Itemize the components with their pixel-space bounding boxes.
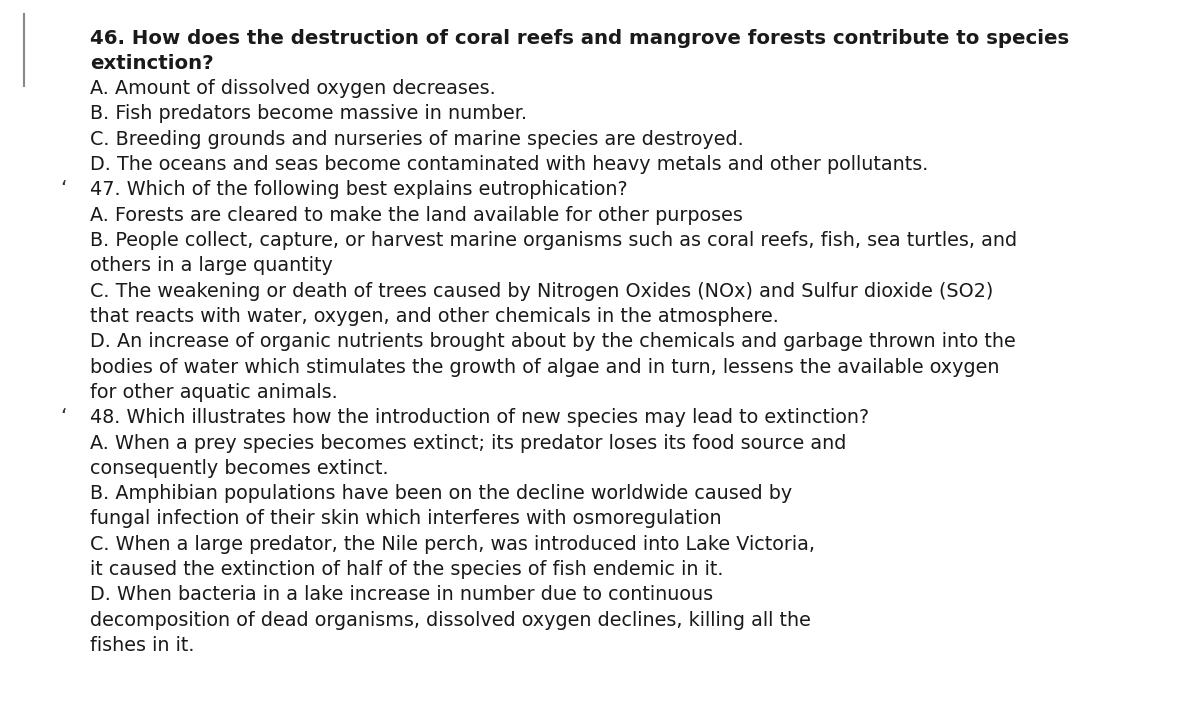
Text: B. People collect, capture, or harvest marine organisms such as coral reefs, fis: B. People collect, capture, or harvest m… (90, 231, 1018, 250)
Text: D. The oceans and seas become contaminated with heavy metals and other pollutant: D. The oceans and seas become contaminat… (90, 155, 929, 174)
Text: ‘: ‘ (60, 408, 66, 429)
Text: 48. Which illustrates how the introduction of new species may lead to extinction: 48. Which illustrates how the introducti… (90, 408, 869, 427)
Text: 47. Which of the following best explains eutrophication?: 47. Which of the following best explains… (90, 180, 628, 200)
Text: A. Amount of dissolved oxygen decreases.: A. Amount of dissolved oxygen decreases. (90, 79, 496, 98)
Text: for other aquatic animals.: for other aquatic animals. (90, 383, 337, 402)
Text: A. When a prey species becomes extinct; its predator loses its food source and: A. When a prey species becomes extinct; … (90, 434, 846, 453)
Text: D. When bacteria in a lake increase in number due to continuous: D. When bacteria in a lake increase in n… (90, 585, 713, 605)
Text: consequently becomes extinct.: consequently becomes extinct. (90, 458, 389, 478)
Text: fungal infection of their skin which interferes with osmoregulation: fungal infection of their skin which int… (90, 509, 721, 528)
Text: B. Fish predators become massive in number.: B. Fish predators become massive in numb… (90, 104, 527, 123)
Text: that reacts with water, oxygen, and other chemicals in the atmosphere.: that reacts with water, oxygen, and othe… (90, 307, 779, 326)
Text: C. When a large predator, the Nile perch, was introduced into Lake Victoria,: C. When a large predator, the Nile perch… (90, 535, 815, 554)
Text: fishes in it.: fishes in it. (90, 636, 194, 655)
Text: it caused the extinction of half of the species of fish endemic in it.: it caused the extinction of half of the … (90, 560, 724, 579)
Text: A. Forests are cleared to make the land available for other purposes: A. Forests are cleared to make the land … (90, 205, 743, 225)
Text: C. Breeding grounds and nurseries of marine species are destroyed.: C. Breeding grounds and nurseries of mar… (90, 130, 744, 149)
Text: D. An increase of organic nutrients brought about by the chemicals and garbage t: D. An increase of organic nutrients brou… (90, 332, 1015, 352)
Text: C. The weakening or death of trees caused by Nitrogen Oxides (NOx) and Sulfur di: C. The weakening or death of trees cause… (90, 282, 994, 301)
Text: ‘: ‘ (60, 180, 66, 200)
Text: bodies of water which stimulates the growth of algae and in turn, lessens the av: bodies of water which stimulates the gro… (90, 357, 1000, 376)
Text: 46. How does the destruction of coral reefs and mangrove forests contribute to s: 46. How does the destruction of coral re… (90, 29, 1069, 48)
Text: B. Amphibian populations have been on the decline worldwide caused by: B. Amphibian populations have been on th… (90, 484, 792, 503)
Text: decomposition of dead organisms, dissolved oxygen declines, killing all the: decomposition of dead organisms, dissolv… (90, 610, 811, 630)
Text: others in a large quantity: others in a large quantity (90, 256, 332, 275)
Text: extinction?: extinction? (90, 54, 214, 73)
